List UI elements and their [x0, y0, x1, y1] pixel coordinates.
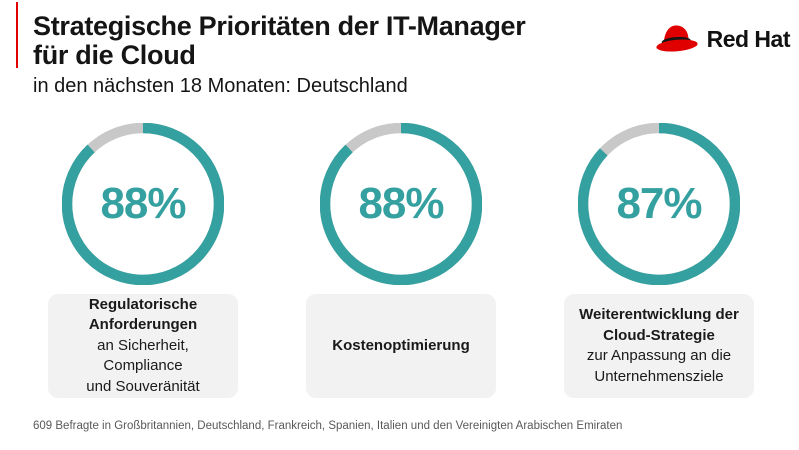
red-fedora-hat-icon — [655, 25, 698, 52]
page-title: Strategische Prioritäten der IT-Manager … — [33, 11, 526, 70]
card-line: Unternehmensziele — [594, 367, 724, 385]
donut-value-label: 88% — [100, 179, 186, 228]
donut-ring — [62, 123, 224, 285]
priority-column-regulatory: 88% Regulatorische Anforderungen an Sich… — [48, 123, 238, 398]
card-line: zur Anpassung an die — [586, 347, 732, 364]
card-line: Compliance — [103, 357, 183, 375]
page-title-line-1: Strategische Prioritäten der IT-Manager — [33, 11, 526, 41]
priority-label-card: Weiterentwicklung der Cloud-Strategie zu… — [564, 294, 754, 398]
donut-ring — [578, 123, 740, 285]
card-line: Anforderungen — [88, 316, 198, 334]
card-line: Cloud-Strategie — [603, 326, 715, 344]
page-title-line-2: für die Cloud — [33, 40, 196, 70]
source-note: 609 Befragte in Großbritannien, Deutschl… — [33, 420, 623, 432]
donut-value-label: 87% — [616, 179, 702, 228]
priority-label-card: Regulatorische Anforderungen an Sicherhe… — [48, 294, 238, 398]
card-line: Weiterentwicklung der — [579, 306, 739, 323]
priority-column-strategy: 87% Weiterentwicklung der Cloud-Strategi… — [564, 123, 754, 398]
header: Strategische Prioritäten der IT-Manager … — [33, 11, 526, 98]
card-line: Kostenoptimierung — [332, 336, 470, 354]
priority-label-card: Kostenoptimierung — [306, 294, 496, 398]
priority-column-cost: 88% Kostenoptimierung — [306, 123, 496, 398]
donut-value-label: 88% — [358, 179, 444, 228]
donut-chart-row: 88% Regulatorische Anforderungen an Sich… — [48, 123, 754, 398]
donut-chart-cost: 88% — [320, 123, 482, 285]
redhat-logo: Red Hat — [654, 21, 791, 57]
card-line: an Sicherheit, — [97, 336, 189, 354]
page-subtitle: in den nächsten 18 Monaten: Deutschland — [33, 75, 408, 97]
donut-chart-strategy: 87% — [578, 123, 740, 285]
redhat-wordmark: Red Hat — [706, 25, 791, 52]
card-line: Regulatorische — [88, 295, 198, 313]
donut-chart-regulatory: 88% — [62, 123, 224, 285]
card-line: und Souveränität — [86, 377, 200, 395]
title-accent-bar — [16, 2, 18, 68]
donut-ring — [320, 123, 482, 285]
